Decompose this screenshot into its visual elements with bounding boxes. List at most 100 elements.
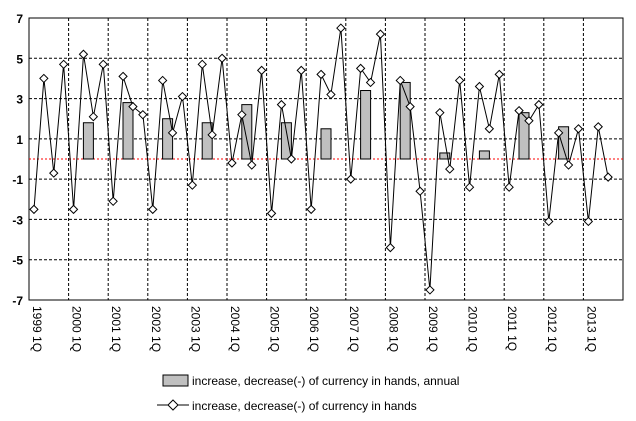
data-point bbox=[256, 65, 267, 76]
bar-series bbox=[82, 81, 570, 160]
line-markers bbox=[29, 23, 613, 295]
bar bbox=[360, 90, 372, 160]
data-point bbox=[454, 75, 465, 86]
data-point bbox=[207, 130, 217, 140]
legend-bar-swatch bbox=[162, 374, 189, 387]
data-point bbox=[237, 109, 247, 120]
x-tick-label: 2004 1Q bbox=[228, 306, 242, 352]
data-point bbox=[553, 128, 564, 138]
bar bbox=[162, 118, 174, 160]
y-tick-label: 5 bbox=[16, 52, 23, 66]
data-point bbox=[247, 160, 257, 170]
data-point bbox=[425, 285, 435, 295]
data-point bbox=[336, 23, 346, 33]
data-point bbox=[484, 124, 495, 134]
data-point bbox=[375, 29, 386, 39]
data-point bbox=[296, 65, 306, 76]
y-tick-label: 1 bbox=[16, 133, 23, 147]
plot-area bbox=[28, 17, 624, 301]
bar bbox=[201, 122, 213, 160]
x-tick-label: 2000 1Q bbox=[70, 306, 84, 352]
x-tick-label: 1999 1Q bbox=[30, 306, 44, 352]
data-point bbox=[534, 99, 544, 110]
data-point bbox=[593, 122, 603, 132]
data-point bbox=[355, 63, 366, 74]
data-point bbox=[266, 208, 277, 219]
data-point bbox=[118, 71, 128, 82]
data-point bbox=[276, 99, 287, 110]
data-point bbox=[306, 204, 316, 215]
x-tick-label: 2005 1Q bbox=[268, 306, 282, 352]
data-point bbox=[435, 107, 445, 118]
y-tick-label: -3 bbox=[12, 213, 23, 227]
data-point bbox=[573, 124, 584, 134]
data-point bbox=[197, 59, 207, 70]
y-tick-label: 7 bbox=[16, 12, 23, 26]
data-point bbox=[405, 101, 415, 112]
legend: increase, decrease(-) of currency in han… bbox=[157, 374, 459, 413]
x-tick-label: 2013 1Q bbox=[584, 306, 598, 352]
data-point bbox=[316, 69, 326, 80]
data-point bbox=[138, 109, 148, 120]
bar bbox=[122, 102, 134, 160]
bar bbox=[241, 104, 253, 160]
y-tick-label: -1 bbox=[12, 173, 23, 187]
y-tick-label: -5 bbox=[12, 254, 23, 268]
x-tick-label: 2001 1Q bbox=[109, 306, 123, 352]
data-point bbox=[49, 168, 59, 178]
y-axis-labels: 7 5 3 1 -1 -3 -5 -7 bbox=[12, 12, 23, 308]
x-tick-label: 2008 1Q bbox=[386, 306, 400, 352]
data-point bbox=[98, 59, 108, 70]
x-axis-labels: 1999 1Q 2000 1Q 2001 1Q 2002 1Q 2003 1Q 2004 … bbox=[30, 306, 598, 352]
data-point bbox=[88, 111, 99, 122]
legend-bar-label: increase, decrease(-) of currency in han… bbox=[192, 374, 459, 388]
x-tick-label: 2002 1Q bbox=[149, 306, 163, 352]
data-point bbox=[167, 128, 178, 138]
data-point bbox=[58, 59, 69, 70]
y-tick-label: 3 bbox=[16, 93, 23, 107]
x-tick-label: 2006 1Q bbox=[307, 306, 321, 352]
bar bbox=[558, 126, 570, 160]
data-point bbox=[365, 77, 376, 88]
x-tick-label: 2003 1Q bbox=[188, 306, 202, 352]
bar bbox=[82, 122, 94, 160]
bar bbox=[518, 112, 530, 160]
data-point bbox=[385, 242, 396, 253]
data-point bbox=[128, 101, 138, 112]
bar bbox=[439, 152, 451, 160]
data-point bbox=[494, 69, 504, 80]
bar bbox=[399, 81, 411, 160]
data-point bbox=[415, 186, 425, 196]
data-point bbox=[157, 75, 168, 86]
data-point bbox=[524, 116, 534, 126]
data-point bbox=[504, 182, 514, 192]
data-point bbox=[286, 154, 297, 164]
y-tick-label: -7 bbox=[12, 294, 23, 308]
data-point bbox=[187, 180, 198, 190]
data-point bbox=[464, 182, 475, 192]
bar bbox=[320, 128, 332, 160]
bar bbox=[280, 122, 292, 160]
data-point bbox=[68, 204, 79, 215]
data-point bbox=[326, 89, 336, 100]
data-point bbox=[177, 91, 188, 102]
legend-line-marker-icon bbox=[167, 399, 179, 411]
data-point bbox=[474, 81, 485, 92]
data-point bbox=[395, 75, 405, 86]
x-tick-label: 2009 1Q bbox=[426, 306, 440, 352]
data-point bbox=[603, 172, 613, 182]
x-tick-label: 2011 1Q bbox=[505, 306, 519, 351]
data-point bbox=[514, 105, 524, 116]
data-point bbox=[445, 164, 455, 174]
data-point bbox=[29, 204, 39, 215]
data-point bbox=[346, 174, 356, 184]
data-point bbox=[563, 160, 574, 170]
data-point bbox=[544, 216, 554, 227]
data-point bbox=[227, 158, 237, 168]
data-point bbox=[39, 73, 49, 84]
data-point bbox=[108, 196, 118, 207]
x-tick-label: 2007 1Q bbox=[347, 306, 361, 352]
x-tick-label: 2010 1Q bbox=[466, 306, 480, 352]
bar bbox=[478, 150, 490, 160]
